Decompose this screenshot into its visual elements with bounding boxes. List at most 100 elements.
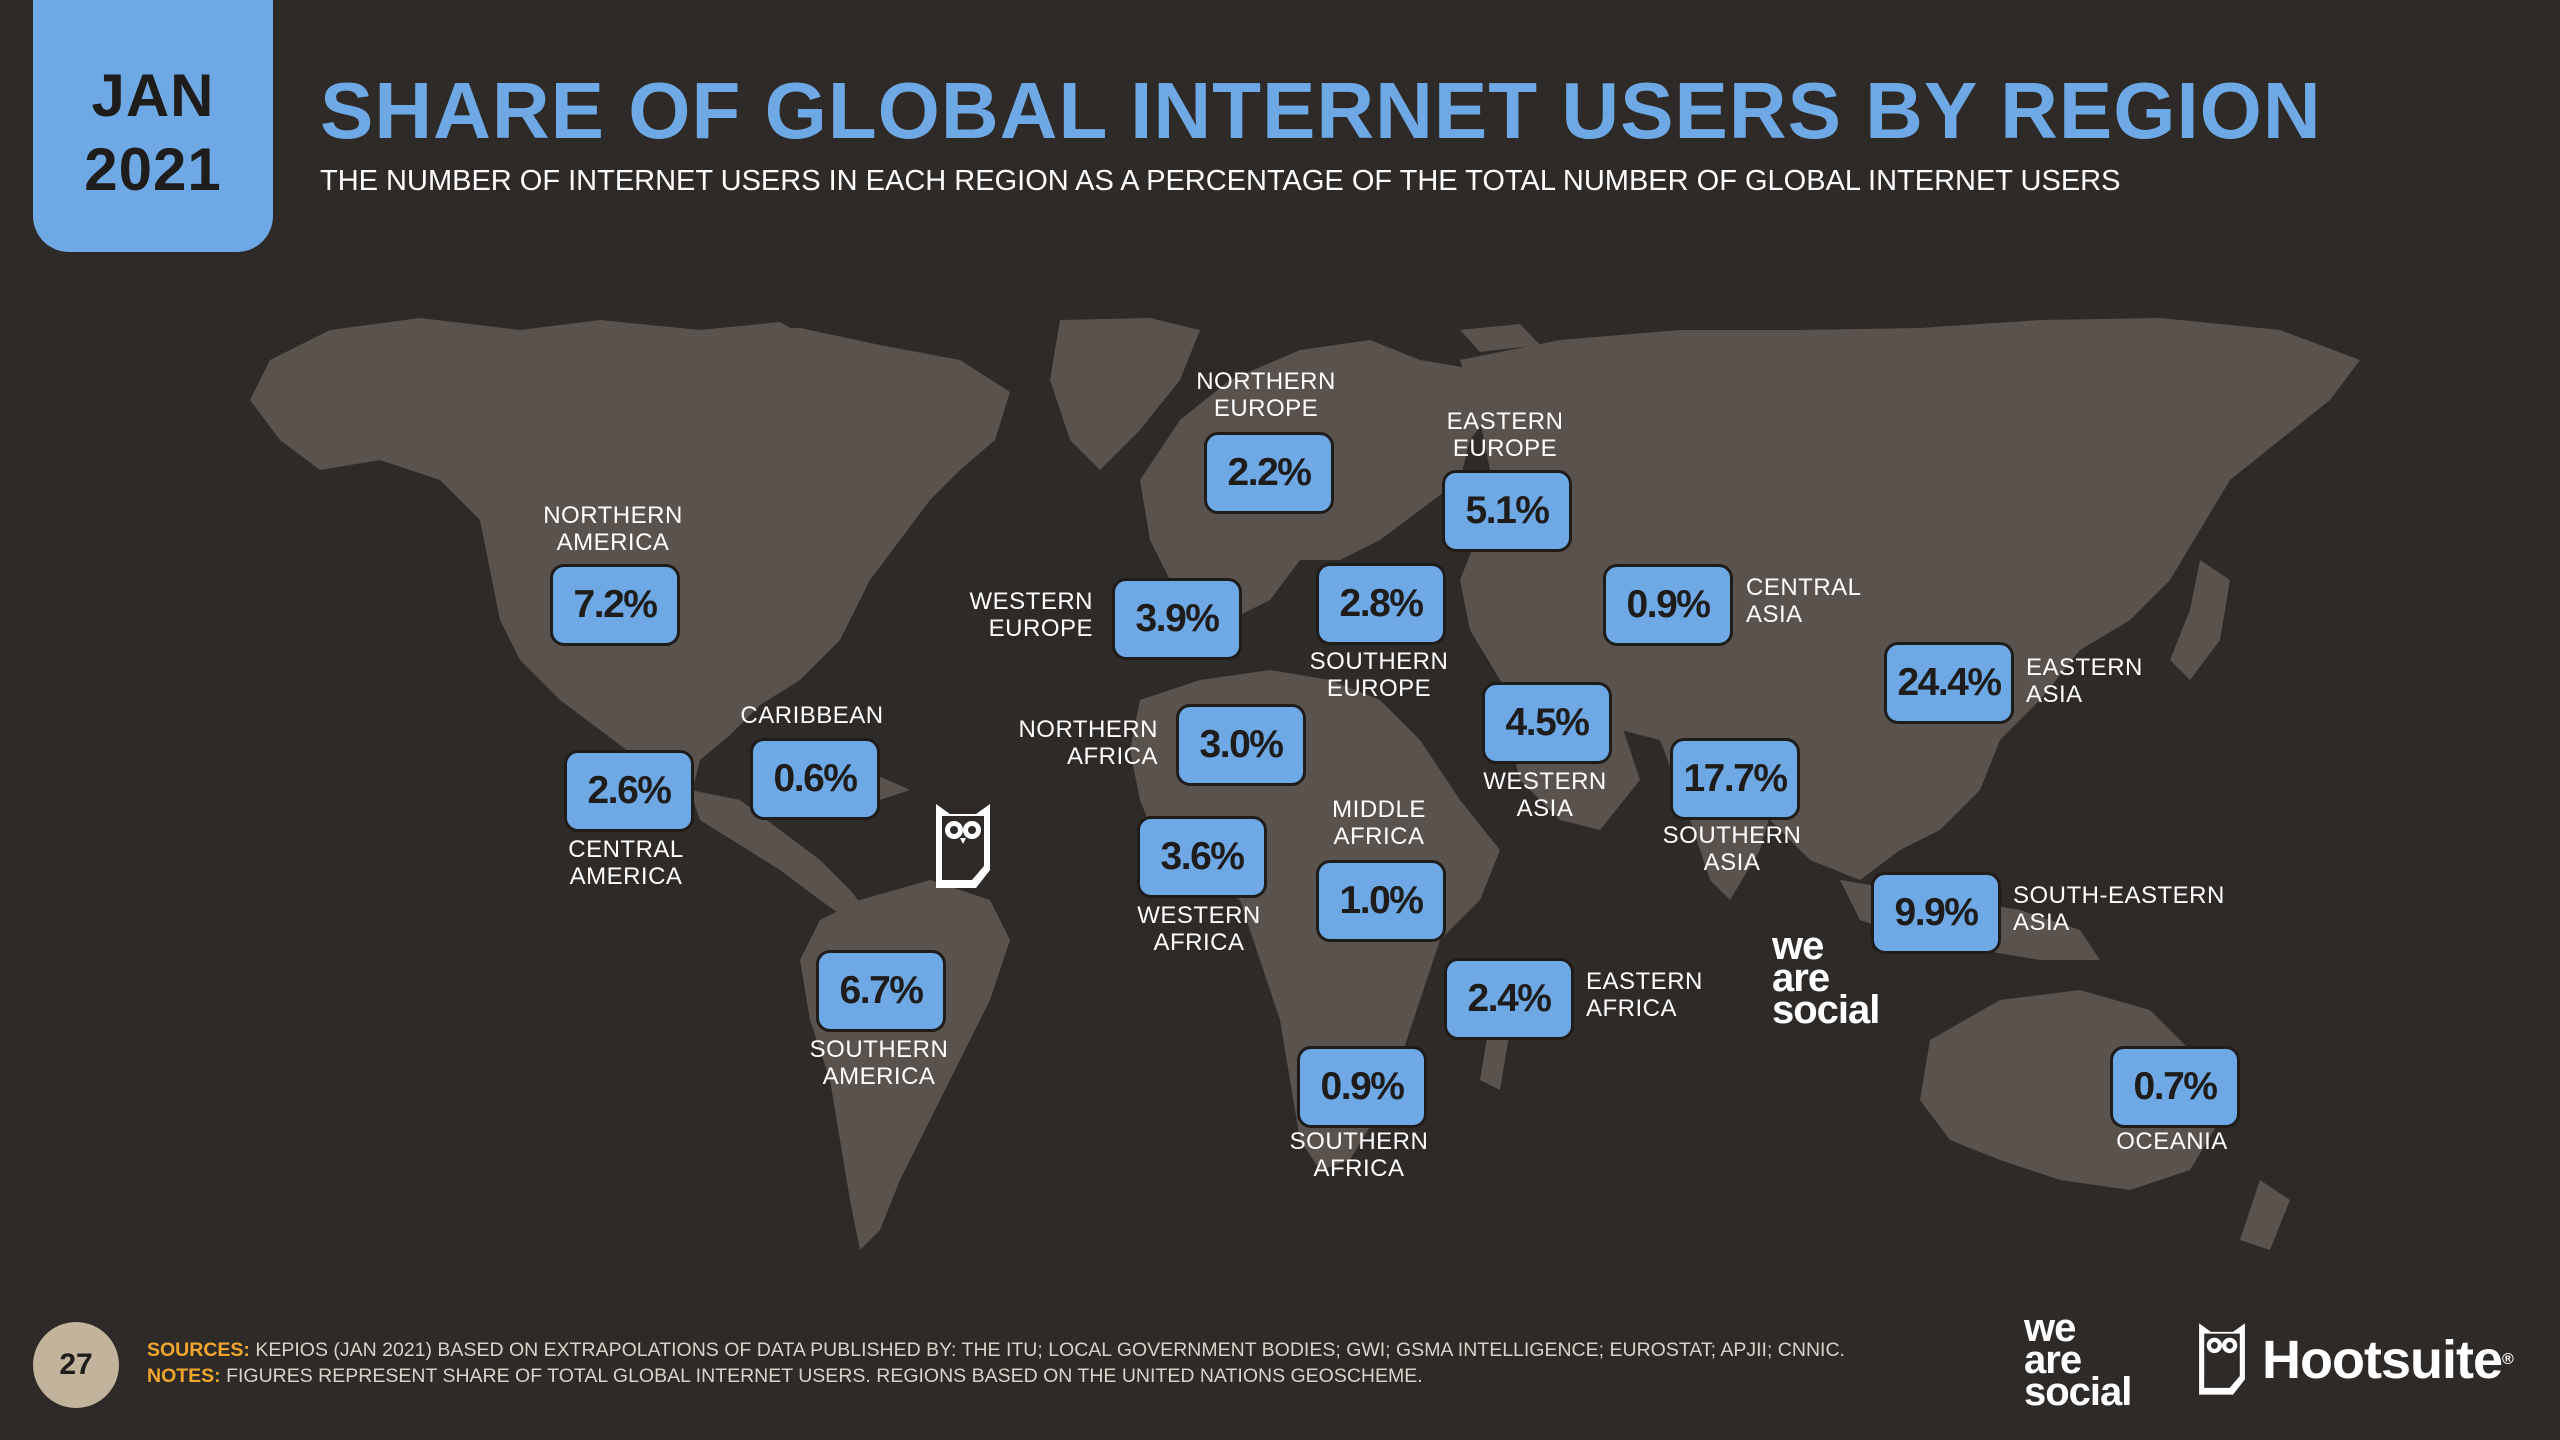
region-label-line: EASTERN [2026, 654, 2143, 681]
region-label-line: AFRICA [1333, 823, 1425, 850]
region-label-southern-america: SOUTHERN AMERICA [810, 1036, 949, 1090]
value-box-western-asia: 4.5% [1482, 682, 1612, 764]
value-box-southern-asia: 17.7% [1670, 738, 1800, 820]
hootsuite-wordmark: Hootsuite [2262, 1330, 2503, 1390]
region-label-line: WESTERN [1137, 902, 1261, 929]
value-box-central-america: 2.6% [564, 750, 694, 832]
region-label-line: AFRICA [1066, 743, 1158, 770]
notes-text: FIGURES REPRESENT SHARE OF TOTAL GLOBAL … [226, 1365, 1423, 1387]
value-box-eastern-asia: 24.4% [1884, 642, 2014, 724]
region-label-line: ASIA [2026, 681, 2083, 708]
region-label-central-asia: CENTRAL ASIA [1746, 574, 1862, 628]
value-box-northern-europe: 2.2% [1204, 432, 1334, 514]
value-box-south-eastern-asia: 9.9% [1871, 872, 2001, 954]
region-label-line: NORTHERN [1018, 716, 1158, 743]
region-label-line: EUROPE [1326, 675, 1432, 702]
region-label-line: ASIA [1703, 849, 1761, 876]
value-box-oceania: 0.7% [2110, 1046, 2240, 1128]
region-label-line: SOUTHERN [1309, 648, 1449, 675]
region-label-southern-asia: SOUTHERN ASIA [1663, 822, 1802, 876]
region-label-line: ASIA [2013, 909, 2070, 936]
region-label-line: AMERICA [569, 863, 683, 890]
owl-icon [936, 804, 990, 888]
region-label-line: SOUTHERN [809, 1036, 949, 1063]
hootsuite-owl-icon [2199, 1323, 2245, 1395]
region-label-northern-america: NORTHERN AMERICA [543, 502, 683, 556]
region-label-line: ASIA [1516, 795, 1574, 822]
region-label-line: EUROPE [1213, 395, 1319, 422]
value-box-caribbean: 0.6% [750, 738, 880, 820]
map-svalbard [1460, 324, 1540, 352]
region-label-line: AMERICA [556, 529, 670, 556]
hootsuite-logo: Hootsuite® [2262, 1330, 2514, 1390]
we-are-social-line: social [2024, 1370, 2132, 1414]
we-are-social-line: are [2024, 1338, 2082, 1382]
region-label-line: NORTHERN [1196, 368, 1336, 395]
region-label-caribbean: CARIBBEAN [740, 702, 883, 729]
region-label-western-asia: WESTERN ASIA [1483, 768, 1607, 822]
region-label-line: SOUTHERN [1662, 822, 1802, 849]
map-africa [1130, 670, 1500, 1170]
region-label-line: AMERICA [822, 1063, 936, 1090]
region-label-eastern-europe: EASTERN EUROPE [1447, 408, 1564, 462]
region-label-line: EUROPE [988, 615, 1093, 642]
we-are-social-map-line: we [1772, 924, 1824, 968]
region-label-western-africa: WESTERN AFRICA [1137, 902, 1261, 956]
region-label-line: AFRICA [1586, 995, 1678, 1022]
page-subtitle: THE NUMBER OF INTERNET USERS IN EACH REG… [320, 165, 2121, 197]
we-are-social-line: we [2024, 1306, 2076, 1350]
region-label-line: SOUTH-EASTERN [2013, 882, 2225, 909]
map-japan [2170, 560, 2230, 680]
value-box-eastern-europe: 5.1% [1442, 470, 1572, 552]
value-box-southern-america: 6.7% [816, 950, 946, 1032]
footer-notes: SOURCES: KEPIOS (JAN 2021) BASED ON EXTR… [147, 1337, 1845, 1389]
region-label-line: NORTHERN [543, 502, 683, 529]
region-label-line: EUROPE [1452, 435, 1558, 462]
we-are-social-map-line: social [1772, 988, 1880, 1032]
sources-line: SOURCES: KEPIOS (JAN 2021) BASED ON EXTR… [147, 1337, 1845, 1363]
value-box-northern-america: 7.2% [550, 564, 680, 646]
date-month: JAN [91, 62, 215, 129]
region-label-eastern-africa: EASTERN AFRICA [1586, 968, 1703, 1022]
value-box-central-asia: 0.9% [1603, 564, 1733, 646]
value-box-southern-europe: 2.8% [1316, 563, 1446, 645]
region-label-line: EASTERN [1586, 968, 1703, 995]
region-label-line: OCEANIA [2116, 1128, 2228, 1155]
region-label-central-america: CENTRAL AMERICA [568, 836, 684, 890]
region-label-western-europe: WESTERN EUROPE [970, 588, 1094, 642]
region-label-northern-africa: NORTHERN AFRICA [1018, 716, 1158, 770]
region-label-oceania: OCEANIA [2116, 1128, 2228, 1155]
sources-label: SOURCES: [147, 1339, 250, 1361]
date-badge: JAN 2021 [33, 0, 273, 252]
region-label-line: SOUTHERN [1289, 1128, 1429, 1155]
region-label-southern-europe: SOUTHERN EUROPE [1310, 648, 1449, 702]
notes-label: NOTES: [147, 1365, 221, 1387]
value-box-eastern-africa: 2.4% [1444, 958, 1574, 1040]
value-box-southern-africa: 0.9% [1297, 1046, 1427, 1128]
date-year: 2021 [84, 136, 222, 203]
we-are-social-logo: we are social [2024, 1306, 2132, 1414]
map-north-america [250, 318, 1010, 800]
value-box-western-europe: 3.9% [1112, 578, 1242, 660]
region-label-northern-europe: NORTHERN EUROPE [1196, 368, 1336, 422]
region-label-eastern-asia: EASTERN ASIA [2026, 654, 2143, 708]
value-box-northern-africa: 3.0% [1176, 704, 1306, 786]
hootsuite-registered-mark: ® [2502, 1351, 2514, 1368]
value-box-western-africa: 3.6% [1137, 816, 1267, 898]
region-label-middle-africa: MIDDLE AFRICA [1332, 796, 1426, 850]
page-title: SHARE OF GLOBAL INTERNET USERS BY REGION [320, 66, 2322, 155]
map-greenland [1050, 318, 1200, 470]
region-label-line: EASTERN [1446, 408, 1564, 435]
region-label-line: AFRICA [1313, 1155, 1405, 1182]
region-label-line: WESTERN [969, 588, 1093, 615]
map-australia [1920, 990, 2220, 1190]
region-label-line: CENTRAL [568, 836, 684, 863]
region-label-line: MIDDLE [1332, 796, 1426, 823]
page-number: 27 [33, 1322, 119, 1408]
sources-text: KEPIOS (JAN 2021) BASED ON EXTRAPOLATION… [255, 1339, 1845, 1361]
map-arctic-islands [700, 322, 820, 360]
map-new-zealand [2240, 1180, 2290, 1250]
region-label-line: CENTRAL [1746, 574, 1862, 601]
notes-line: NOTES: FIGURES REPRESENT SHARE OF TOTAL … [147, 1363, 1845, 1389]
